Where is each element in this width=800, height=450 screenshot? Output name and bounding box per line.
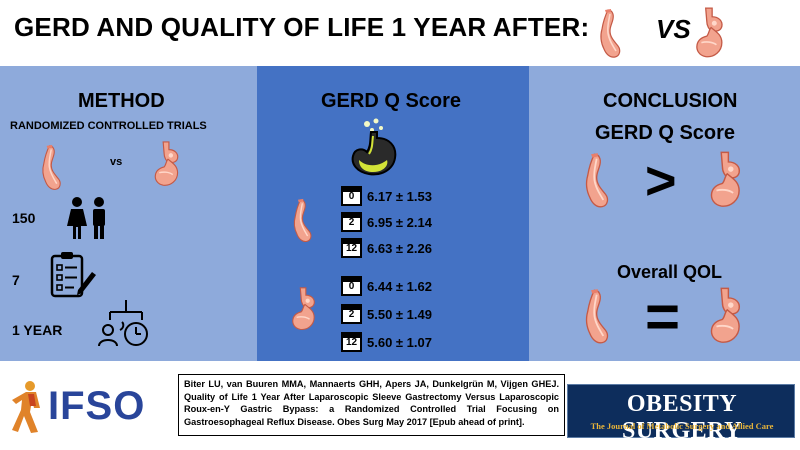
journal-subtitle: The Journal of Metabolic Surgery and All… [590,421,774,431]
bypass-stomach-icon [696,7,723,58]
calendar-icon: 12 [341,238,362,258]
ifso-figure-logo-icon [12,381,40,433]
sleeve-stomach-icon [600,8,621,58]
checklist-icon [50,252,96,298]
bypass-score-month-12: 5.60 ± 1.07 [367,335,432,350]
gerdq-panel: GERD Q Score 0 6.17 ± 1.53 2 6.95 ± 2.14… [257,66,529,361]
bypass-stomach-icon [710,151,741,208]
acid-stomach-icon [351,118,397,176]
bypass-month-12: 12 [345,337,358,348]
greater-than-symbol: > [645,151,677,211]
calendar-icon: 2 [341,212,362,232]
bypass-score-month-0: 6.44 ± 1.62 [367,279,432,294]
person-timeline-icon [98,300,148,347]
calendar-icon: 0 [341,186,362,206]
journal-logo: OBESITY SURGERY The Journal of Metabolic… [567,384,795,444]
equals-symbol: = [645,283,681,350]
calendar-icon: 0 [341,276,362,296]
bypass-month-0: 0 [348,281,355,292]
ifso-logo: IFSO [48,384,146,428]
conclusion-gerdq-label: GERD Q Score [595,122,736,144]
title-bar: GERD AND QUALITY OF LIFE 1 YEAR AFTER: V… [0,0,800,66]
sleeve-stomach-icon [42,144,61,191]
sleeve-month-0: 0 [348,191,355,202]
bypass-stomach-icon [292,287,315,331]
study-duration: 1 YEAR [12,322,63,338]
conclusion-qol-label: Overall QOL [617,262,723,282]
method-subheading: RANDOMIZED CONTROLLED TRIALS [10,120,207,132]
participants-count: 150 [12,210,36,226]
page-title: GERD AND QUALITY OF LIFE 1 YEAR AFTER: [14,12,590,42]
sleeve-stomach-icon [293,198,312,243]
calendar-icon: 12 [341,332,362,352]
citation-text: Biter LU, van Buuren MMA, Mannaerts GHH,… [178,374,565,436]
method-heading: METHOD [78,90,165,112]
method-vs-label: vs [110,156,123,168]
questionnaire-items-count: 7 [12,272,20,288]
journal-name: OBESITY SURGERY [621,391,742,444]
calendar-icon: 2 [341,304,362,324]
conclusion-panel: CONCLUSION GERD Q Score > Overall QOL = [529,66,800,361]
people-icon [67,197,105,239]
bypass-score-month-2: 5.50 ± 1.49 [367,307,432,322]
sleeve-score-month-2: 6.95 ± 2.14 [367,215,432,230]
method-panel: METHOD RANDOMIZED CONTROLLED TRIALS vs 1… [0,66,257,361]
sleeve-stomach-icon [585,152,609,208]
sleeve-stomach-icon [585,288,609,344]
bypass-stomach-icon [154,141,179,187]
conclusion-heading: CONCLUSION [603,90,738,112]
bypass-month-2: 2 [348,309,355,320]
sleeve-month-12: 12 [345,243,358,254]
sleeve-score-month-12: 6.63 ± 2.26 [367,241,432,256]
gerdq-heading: GERD Q Score [321,90,462,112]
sleeve-score-month-0: 6.17 ± 1.53 [367,189,432,204]
title-vs-label: VS [656,14,691,44]
sleeve-month-2: 2 [348,217,355,228]
bypass-stomach-icon [710,287,741,344]
